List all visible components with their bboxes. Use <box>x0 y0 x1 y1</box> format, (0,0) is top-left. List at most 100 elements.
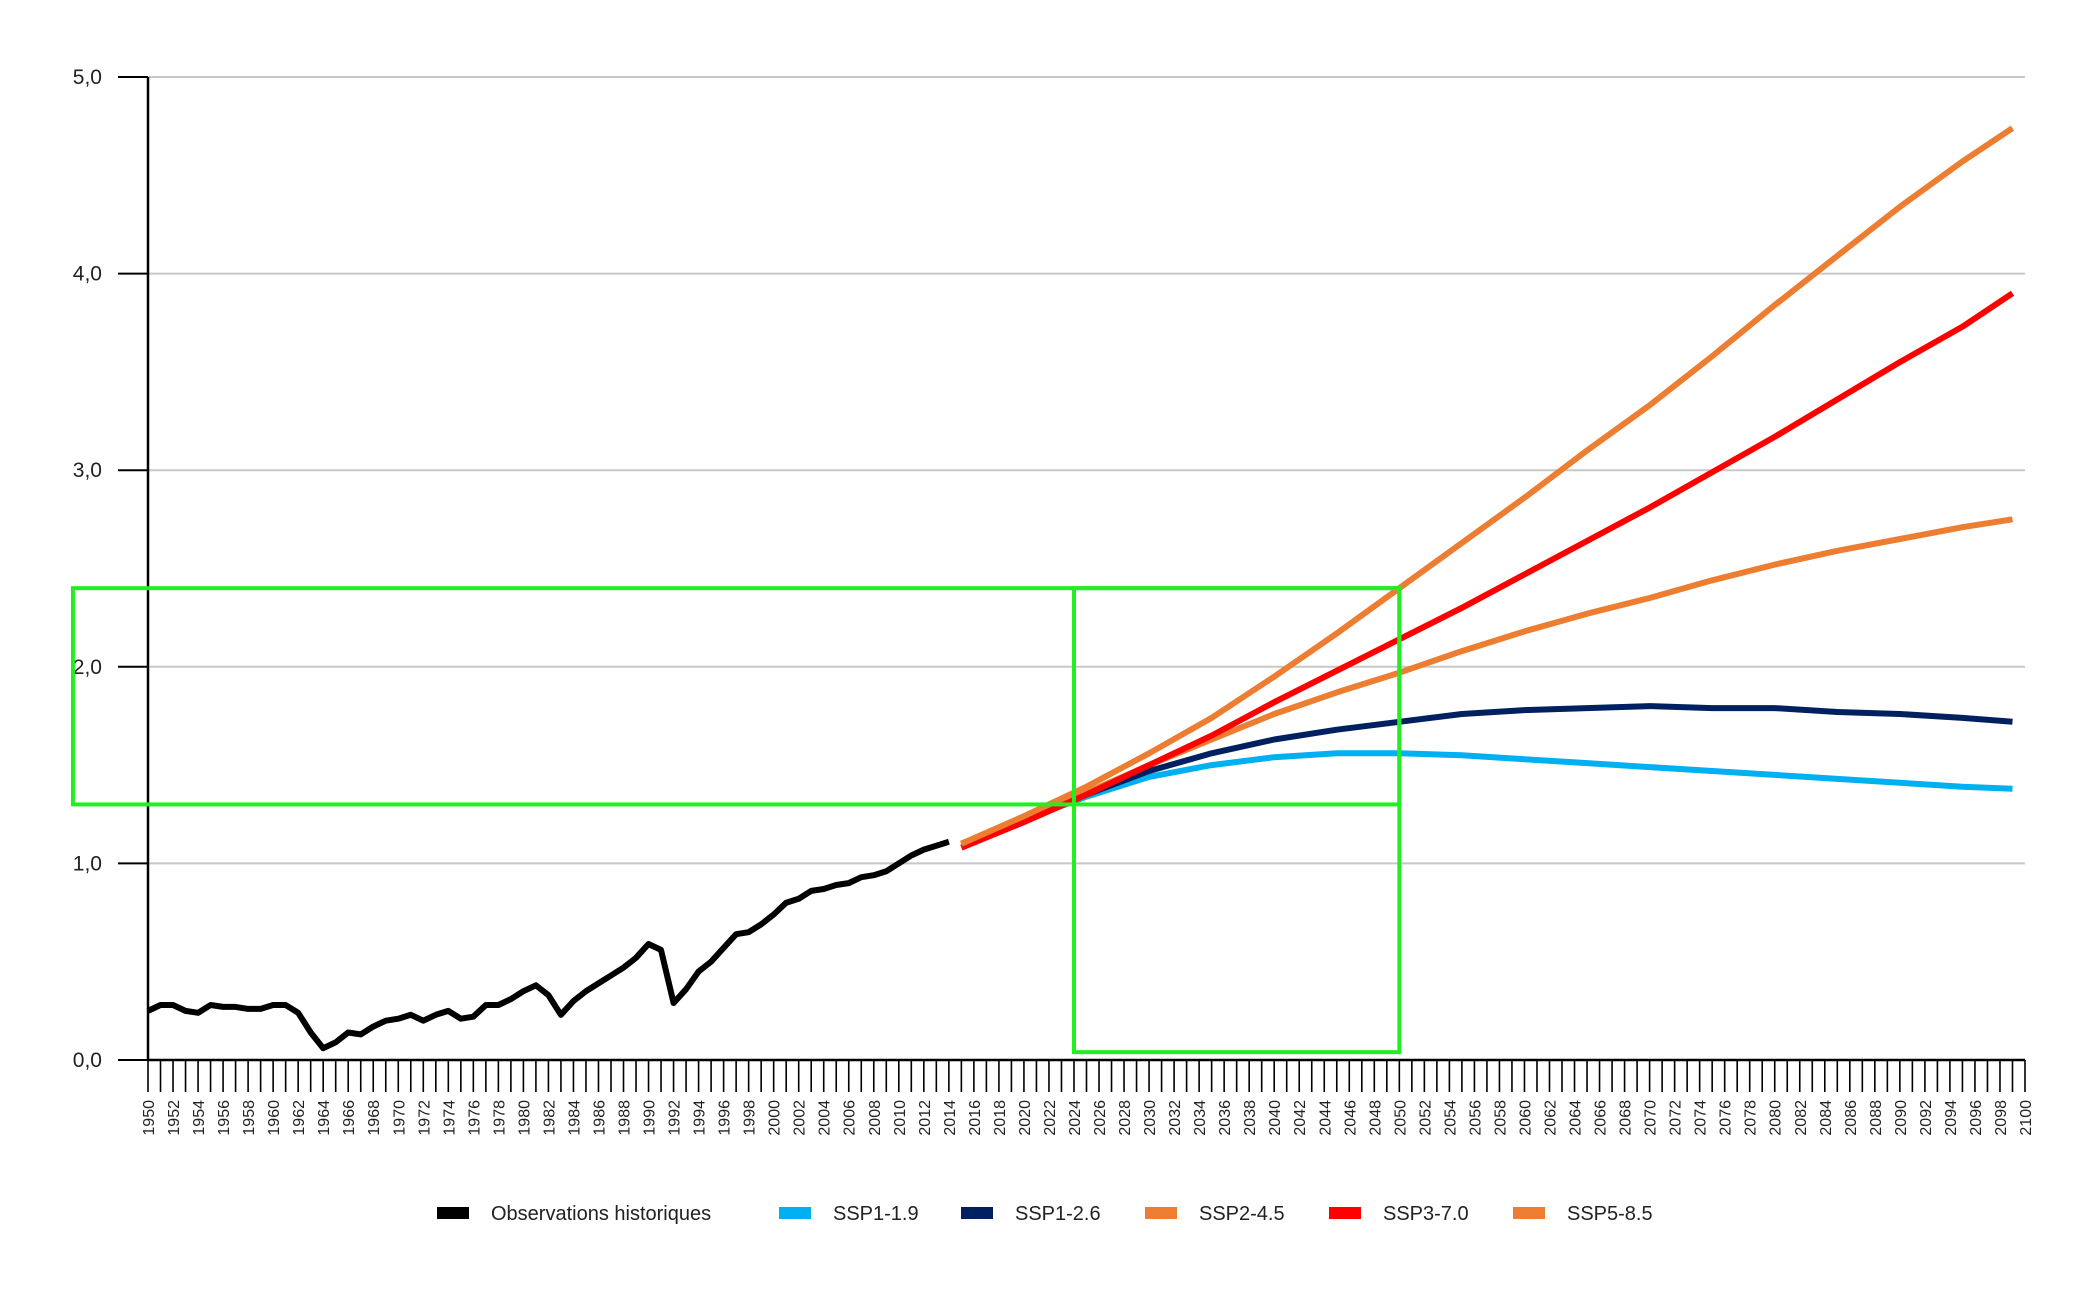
y-axis: 0,0 1,0 2,0 3,0 4,0 5,0 <box>73 66 150 1072</box>
x-tick-label-2044: 2044 <box>1317 1100 1334 1136</box>
annotation-box-1 <box>1071 586 1402 1055</box>
x-tick-label-2008: 2008 <box>867 1100 884 1136</box>
x-axis: 1950 1952 1954 1956 1958 1960 1962 1964 1966 1968… <box>141 1058 2035 1136</box>
legend-swatch-5 <box>1513 1207 1545 1219</box>
x-tick-label-1998: 1998 <box>742 1100 759 1136</box>
x-tick-label-2000: 2000 <box>767 1100 784 1136</box>
x-tick-label-2068: 2068 <box>1618 1100 1635 1136</box>
x-tick-label-1956: 1956 <box>216 1100 233 1136</box>
x-tick-label-1954: 1954 <box>191 1100 208 1136</box>
x-tick-label-1966: 1966 <box>341 1100 358 1136</box>
x-tick-label-2006: 2006 <box>842 1100 859 1136</box>
x-tick-label-1982: 1982 <box>541 1100 558 1136</box>
x-tick-label-1964: 1964 <box>316 1100 333 1136</box>
x-tick-label-1978: 1978 <box>491 1100 508 1136</box>
y-tick-label-4: 4,0 <box>73 263 102 286</box>
x-tick-label-1960: 1960 <box>266 1100 283 1136</box>
x-tick-label-2062: 2062 <box>1542 1100 1559 1136</box>
x-tick-label-2070: 2070 <box>1643 1100 1660 1136</box>
x-tick-label-1968: 1968 <box>366 1100 383 1136</box>
x-tick-label-2088: 2088 <box>1868 1100 1885 1136</box>
series-lines <box>146 125 2015 1052</box>
x-tick-label-1962: 1962 <box>291 1100 308 1136</box>
x-tick-label-2010: 2010 <box>892 1100 909 1136</box>
x-tick-label-2036: 2036 <box>1217 1100 1234 1136</box>
y-tick-label-3: 3,0 <box>73 459 102 482</box>
x-tick-label-2046: 2046 <box>1342 1100 1359 1136</box>
gridlines <box>148 76 2025 865</box>
x-tick-label-2098: 2098 <box>1993 1100 2010 1136</box>
legend-label-3: SSP2-4.5 <box>1199 1203 1285 1225</box>
x-tick-label-2100: 2100 <box>2018 1100 2035 1136</box>
x-tick-label-2082: 2082 <box>1793 1100 1810 1136</box>
annotation-box-0 <box>70 586 1402 807</box>
x-tick-label-2090: 2090 <box>1893 1100 1910 1136</box>
x-tick-label-2060: 2060 <box>1517 1100 1534 1136</box>
x-tick-label-1980: 1980 <box>516 1100 533 1136</box>
x-tick-label-1974: 1974 <box>441 1100 458 1136</box>
x-tick-label-2004: 2004 <box>817 1100 834 1136</box>
x-tick-label-1996: 1996 <box>717 1100 734 1136</box>
x-tick-label-2048: 2048 <box>1367 1100 1384 1136</box>
x-tick-label-2080: 2080 <box>1768 1100 1785 1136</box>
x-tick-label-1958: 1958 <box>241 1100 258 1136</box>
x-tick-label-2058: 2058 <box>1492 1100 1509 1136</box>
x-tick-label-2028: 2028 <box>1117 1100 1134 1136</box>
x-tick-label-2084: 2084 <box>1818 1100 1835 1136</box>
y-tick-label-2: 2,0 <box>73 656 102 679</box>
x-tick-label-2002: 2002 <box>792 1100 809 1136</box>
legend: Observations historiques SSP1-1.9 SSP1-2.6… <box>437 1203 1653 1225</box>
x-tick-label-1984: 1984 <box>566 1100 583 1136</box>
x-tick-label-1970: 1970 <box>391 1100 408 1136</box>
x-tick-label-2094: 2094 <box>1943 1100 1960 1136</box>
legend-label-0: Observations historiques <box>491 1203 711 1225</box>
x-tick-label-2018: 2018 <box>992 1100 1009 1136</box>
x-tick-label-1990: 1990 <box>642 1100 659 1136</box>
x-tick-label-1994: 1994 <box>692 1100 709 1136</box>
legend-label-2: SSP1-2.6 <box>1015 1203 1101 1225</box>
series-line-0 <box>146 838 950 1052</box>
x-tick-label-2078: 2078 <box>1743 1100 1760 1136</box>
x-tick-label-2074: 2074 <box>1693 1100 1710 1136</box>
x-tick-label-2014: 2014 <box>942 1100 959 1136</box>
x-tick-label-2052: 2052 <box>1417 1100 1434 1136</box>
x-tick-label-1950: 1950 <box>141 1100 158 1136</box>
x-tick-label-1992: 1992 <box>667 1100 684 1136</box>
x-tick-label-2076: 2076 <box>1718 1100 1735 1136</box>
x-tick-label-1988: 1988 <box>617 1100 634 1136</box>
x-tick-label-2042: 2042 <box>1292 1100 1309 1136</box>
x-tick-label-1986: 1986 <box>591 1100 608 1136</box>
x-tick-label-2072: 2072 <box>1668 1100 1685 1136</box>
legend-label-1: SSP1-1.9 <box>833 1203 919 1225</box>
x-tick-label-2064: 2064 <box>1568 1100 1585 1136</box>
x-tick-label-2056: 2056 <box>1467 1100 1484 1136</box>
x-tick-label-2026: 2026 <box>1092 1100 1109 1136</box>
x-tick-label-2054: 2054 <box>1442 1100 1459 1136</box>
series-line-3 <box>960 516 2013 847</box>
y-tick-label-0: 0,0 <box>73 1049 102 1072</box>
legend-swatch-0 <box>437 1207 469 1219</box>
x-tick-label-2092: 2092 <box>1918 1100 1935 1136</box>
x-tick-label-2040: 2040 <box>1267 1100 1284 1136</box>
x-tick-label-1952: 1952 <box>166 1100 183 1136</box>
y-tick-label-5: 5,0 <box>73 66 102 89</box>
legend-swatch-3 <box>1145 1207 1177 1219</box>
x-tick-label-2012: 2012 <box>917 1100 934 1136</box>
y-tick-label-1: 1,0 <box>73 852 102 875</box>
x-tick-label-2096: 2096 <box>1968 1100 1985 1136</box>
legend-label-4: SSP3-7.0 <box>1383 1203 1469 1225</box>
x-tick-label-1972: 1972 <box>416 1100 433 1136</box>
series-line-1 <box>960 750 2013 847</box>
legend-swatch-1 <box>779 1207 811 1219</box>
x-tick-label-2030: 2030 <box>1142 1100 1159 1136</box>
x-tick-label-2066: 2066 <box>1593 1100 1610 1136</box>
x-tick-label-2034: 2034 <box>1192 1100 1209 1136</box>
x-tick-label-2050: 2050 <box>1392 1100 1409 1136</box>
series-line-2 <box>960 703 2013 847</box>
x-tick-label-2032: 2032 <box>1167 1100 1184 1136</box>
x-tick-label-2016: 2016 <box>967 1100 984 1136</box>
x-tick-label-2038: 2038 <box>1242 1100 1259 1136</box>
legend-swatch-2 <box>961 1207 993 1219</box>
